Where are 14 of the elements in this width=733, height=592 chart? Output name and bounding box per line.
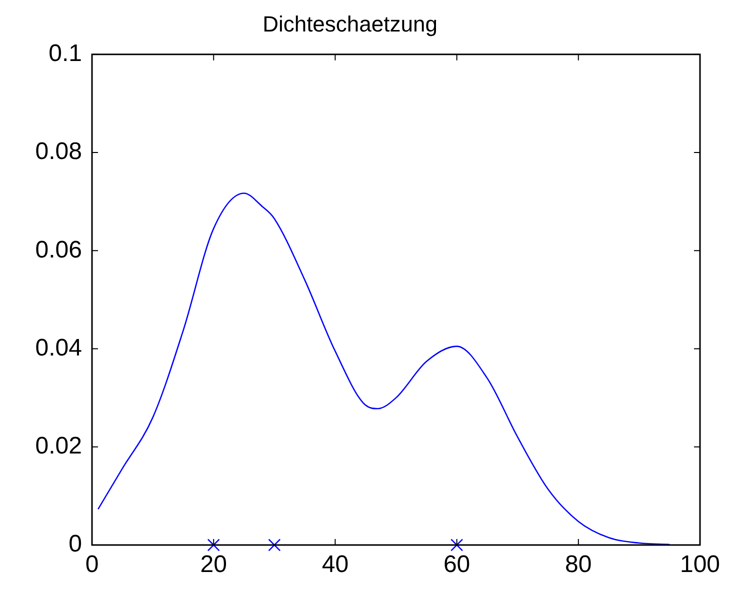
y-tick-label: 0.06 <box>35 236 82 264</box>
x-tick-label: 0 <box>85 551 99 578</box>
x-tick-label: 100 <box>680 551 720 578</box>
line-series <box>97 192 670 546</box>
x-tick-label: 40 <box>322 551 349 578</box>
chart-title: Dichteschaetzung <box>262 11 438 36</box>
x-tick-label: 80 <box>565 551 592 578</box>
x-tick-label: 60 <box>443 551 470 578</box>
y-tick-label: 0.02 <box>35 432 82 460</box>
x-tick-label: 20 <box>200 551 227 578</box>
y-tick-label: 0.08 <box>35 138 82 166</box>
y-tick-label: 0 <box>68 530 82 558</box>
y-tick-label: 0.1 <box>48 40 82 68</box>
y-tick-label: 0.04 <box>35 334 82 362</box>
